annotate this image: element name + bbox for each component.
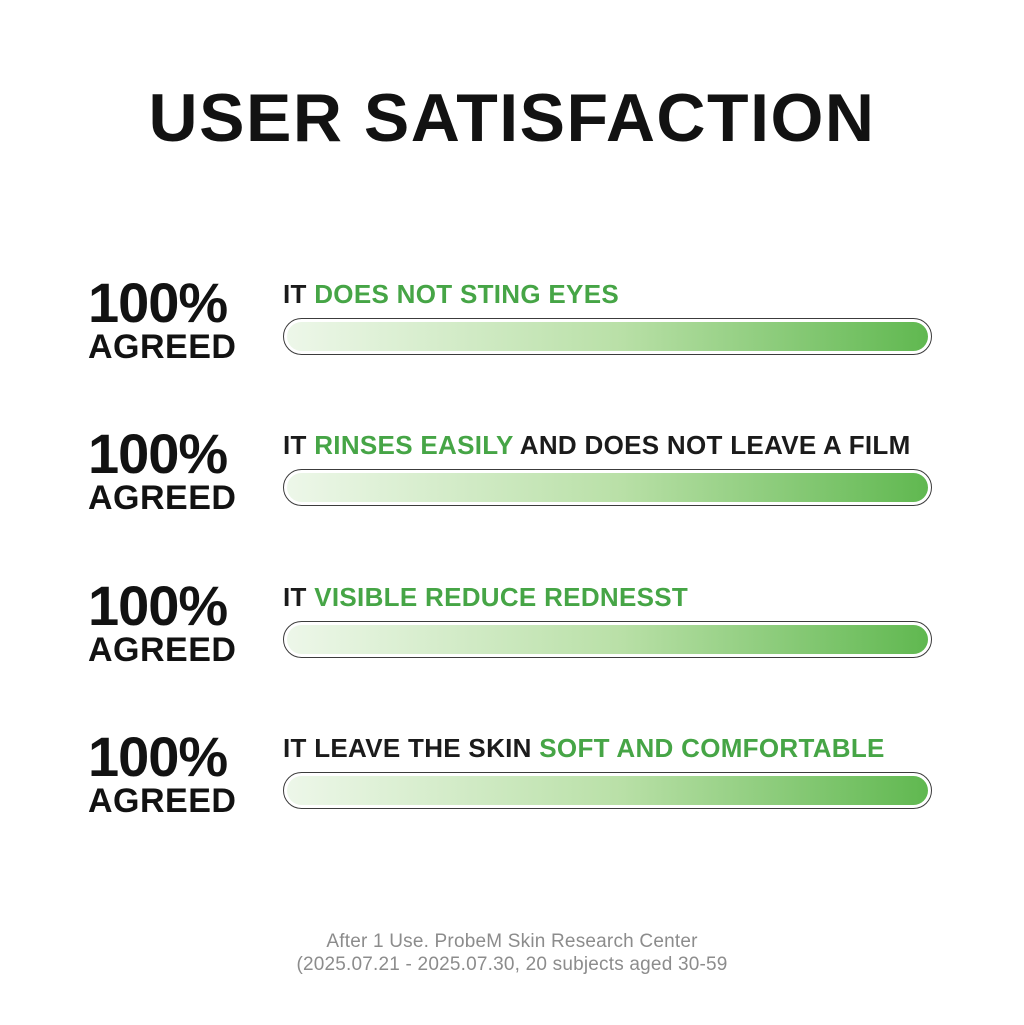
page-title: USER SATISFACTION [148,80,876,156]
statement-part-highlight: VISIBLE REDUCE REDNESST [314,582,689,612]
stat-column: 100% AGREED [88,725,268,820]
stat-label: AGREED [88,782,237,820]
statement-part: IT [283,430,315,460]
bar-column: IT LEAVE THE SKIN SOFT AND COMFORTABLE [283,734,932,809]
stat-label: AGREED [88,479,237,517]
stat-column: 100% AGREED [88,422,268,517]
bar-column: IT RINSES EASILY AND DOES NOT LEAVE A FI… [283,431,932,506]
progress-bar-fill [287,625,928,654]
bar-column: IT VISIBLE REDUCE REDNESST [283,583,932,658]
progress-bar [283,318,932,355]
stat-label: AGREED [88,631,237,669]
statement-part-highlight: RINSES EASILY [314,430,514,460]
stat-column: 100% AGREED [88,574,268,669]
progress-bar [283,621,932,658]
bar-column: IT DOES NOT STING EYES [283,280,932,355]
statement-part: IT [283,279,315,309]
progress-bar [283,469,932,506]
stat-percent: 100% [88,271,228,334]
satisfaction-row-1: 100% AGREED IT DOES NOT STING EYES [0,271,1024,380]
statement-part-highlight: SOFT AND COMFORTABLE [539,733,885,763]
footnote-line-1: After 1 Use. ProbeM Skin Research Center [326,931,698,952]
stat-percent: 100% [88,725,228,788]
statement-text: IT RINSES EASILY AND DOES NOT LEAVE A FI… [283,431,932,459]
statement-text: IT LEAVE THE SKIN SOFT AND COMFORTABLE [283,734,932,762]
footnote: After 1 Use. ProbeM Skin Research Center… [0,930,1024,976]
satisfaction-row-4: 100% AGREED IT LEAVE THE SKIN SOFT AND C… [0,725,1024,834]
progress-bar-fill [287,322,928,351]
statement-part: IT LEAVE THE SKIN [283,733,540,763]
stat-percent: 100% [88,422,228,485]
footnote-line-2: (2025.07.21 - 2025.07.30, 20 subjects ag… [296,954,728,975]
progress-bar-fill [287,473,928,502]
statement-text: IT VISIBLE REDUCE REDNESST [283,583,932,611]
satisfaction-row-2: 100% AGREED IT RINSES EASILY AND DOES NO… [0,422,1024,531]
progress-bar [283,772,932,809]
stat-label: AGREED [88,328,237,366]
statement-part-highlight: DOES NOT STING EYES [314,279,619,309]
stat-column: 100% AGREED [88,271,268,366]
statement-part: AND DOES NOT LEAVE A FILM [513,430,911,460]
stat-percent: 100% [88,574,228,637]
progress-bar-fill [287,776,928,805]
statement-part: IT [283,582,315,612]
satisfaction-row-3: 100% AGREED IT VISIBLE REDUCE REDNESST [0,574,1024,683]
statement-text: IT DOES NOT STING EYES [283,280,932,308]
